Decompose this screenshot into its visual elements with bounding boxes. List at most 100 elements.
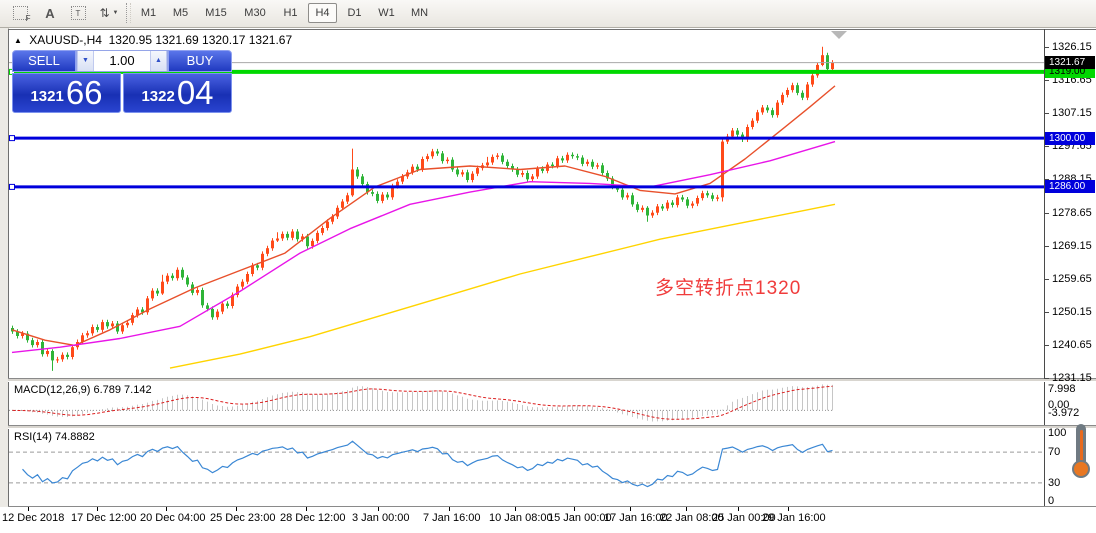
sell-price-box[interactable]: 1321 66 — [12, 73, 121, 113]
sell-price-big: 66 — [65, 74, 103, 111]
thermometer-mercury — [1080, 430, 1083, 464]
macd-axis-label: 0.00 — [1048, 399, 1070, 411]
tab-timeframe-d1[interactable]: D1 — [347, 7, 362, 19]
chart-ohlc-values: 1320.95 1321.69 1320.17 1321.67 — [108, 33, 293, 47]
price-tick — [1044, 212, 1049, 214]
toolbar-grip — [126, 3, 131, 23]
chart-title: ▲ XAUUSD-,H4 1320.95 1321.69 1320.17 132… — [14, 33, 292, 47]
time-tick — [515, 507, 516, 511]
rsi-pane-canvas[interactable] — [9, 428, 1044, 506]
current-price-tag: 1321.67 — [1045, 56, 1095, 70]
price-tick-label: 1326.15 — [1052, 41, 1092, 53]
price-tick — [1044, 278, 1049, 280]
time-tick — [449, 507, 450, 511]
price-axis-line — [1044, 29, 1045, 507]
macd-axis-label: -3.972 — [1048, 407, 1080, 419]
time-tick-label: 10 Jan 08:00 — [489, 512, 553, 524]
price-tick — [1044, 113, 1049, 115]
rsi-indicator-label: RSI(14) 74.8882 — [14, 431, 95, 443]
toolbar: F A T ⇅ ▼ M1 M5 M15 M30 H1 H4 D1 W1 MN — [0, 0, 1096, 28]
time-tick-label: 12 Dec 2018 — [2, 512, 65, 524]
time-axis: 12 Dec 2018 17 Dec 12:00 20 Dec 04:00 25 De… — [0, 507, 1096, 533]
sell-button[interactable]: SELL — [12, 50, 76, 72]
time-tick-label: 17 Dec 12:00 — [71, 512, 137, 524]
rsi-axis-label: 30 — [1048, 477, 1061, 489]
time-tick — [97, 507, 98, 511]
collapse-chart-icon[interactable]: ▲ — [14, 36, 22, 45]
price-tick-label: 1278.65 — [1052, 206, 1092, 219]
time-tick — [236, 507, 237, 511]
time-tick — [306, 507, 307, 511]
rsi-axis-label: 0 — [1048, 495, 1055, 507]
chart-frame-top — [8, 29, 1096, 30]
tab-timeframe-m1[interactable]: M1 — [140, 7, 157, 19]
time-tick — [686, 507, 687, 511]
dropdown-caret-icon: ▼ — [112, 10, 119, 16]
chart-frame-left — [8, 29, 9, 507]
buy-price-big: 04 — [176, 74, 214, 111]
arrows-icon: ⇅ — [99, 6, 110, 20]
chart-symbol-period: XAUUSD-,H4 — [29, 33, 102, 47]
time-tick — [788, 507, 789, 511]
text-label-icon: T — [70, 6, 86, 20]
time-tick-label: 28 Dec 12:00 — [280, 512, 346, 524]
time-tick — [28, 507, 29, 511]
price-tick — [1044, 47, 1049, 48]
buy-button[interactable]: BUY — [168, 50, 232, 72]
volume-input[interactable]: 1.00 — [94, 51, 150, 71]
text-tool-button[interactable]: A — [38, 3, 62, 23]
price-tick-label: 1231.15 — [1052, 372, 1092, 384]
thermometer-icon[interactable] — [1068, 424, 1094, 484]
text-label-tool-button[interactable]: T — [66, 3, 90, 23]
macd-pane-canvas[interactable] — [9, 381, 1044, 425]
time-tick-label: 17 Jan 16:00 — [604, 512, 668, 524]
time-tick-label: 3 Jan 00:00 — [352, 512, 410, 524]
sell-price-main: 1321 — [30, 88, 64, 105]
tab-timeframe-mn[interactable]: MN — [410, 7, 429, 19]
price-tick — [1044, 179, 1049, 181]
buy-price-box[interactable]: 1322 04 — [123, 73, 232, 113]
time-tick — [574, 507, 575, 511]
macd-axis-label: 7.998 — [1048, 383, 1076, 395]
price-tick — [1044, 311, 1049, 313]
tab-timeframe-h1[interactable]: H1 — [283, 7, 298, 19]
thermometer-bulb — [1072, 460, 1090, 478]
tab-timeframe-m15[interactable]: M15 — [205, 7, 227, 19]
fibonacci-tool-button[interactable]: F — [8, 3, 32, 23]
price-tick — [1044, 146, 1049, 148]
time-tick-label: 7 Jan 16:00 — [423, 512, 481, 524]
hline-price-tag: 1300.00 — [1045, 131, 1095, 145]
timeframe-buttons: M1 M5 M15 M30 H1 H4 D1 W1 MN — [134, 3, 438, 23]
hline-price-tag: 1286.00 — [1045, 180, 1095, 194]
price-tick — [1044, 80, 1049, 82]
time-tick — [166, 507, 167, 511]
buy-price-main: 1322 — [141, 88, 175, 105]
time-tick-label: 25 Dec 23:00 — [210, 512, 276, 524]
text-icon: A — [45, 5, 55, 21]
macd-indicator-label: MACD(12,26,9) 6.789 7.142 — [14, 384, 152, 396]
tab-timeframe-m5[interactable]: M5 — [172, 7, 189, 19]
tab-timeframe-w1[interactable]: W1 — [378, 7, 395, 19]
arrows-tool-button[interactable]: ⇅ ▼ — [94, 3, 124, 23]
fibonacci-icon: F — [12, 6, 31, 23]
volume-increase-button[interactable]: ▲ — [150, 51, 167, 71]
time-tick-label: 22 Jan 08:00 — [660, 512, 724, 524]
time-tick — [378, 507, 379, 511]
time-tick-label: 29 Jan 16:00 — [762, 512, 826, 524]
chart-shift-marker-icon[interactable] — [831, 31, 847, 39]
price-tick — [1044, 378, 1049, 379]
time-tick — [738, 507, 739, 511]
price-tick-label: 1269.15 — [1052, 239, 1092, 252]
time-tick-label: 15 Jan 00:00 — [548, 512, 612, 524]
volume-stepper: ▼ 1.00 ▲ — [76, 50, 168, 72]
time-tick-label: 25 Jan 00:00 — [712, 512, 776, 524]
price-tick-label: 1307.15 — [1052, 107, 1092, 120]
chart-text-annotation: 多空转折点1320 — [655, 278, 802, 299]
rsi-axis-label: 70 — [1048, 446, 1061, 458]
price-tick-label: 1240.65 — [1052, 338, 1092, 351]
time-tick-label: 20 Dec 04:00 — [140, 512, 206, 524]
price-tick — [1044, 344, 1049, 346]
tab-timeframe-h4[interactable]: H4 — [308, 3, 337, 23]
volume-decrease-button[interactable]: ▼ — [77, 51, 94, 71]
tab-timeframe-m30[interactable]: M30 — [244, 7, 266, 19]
